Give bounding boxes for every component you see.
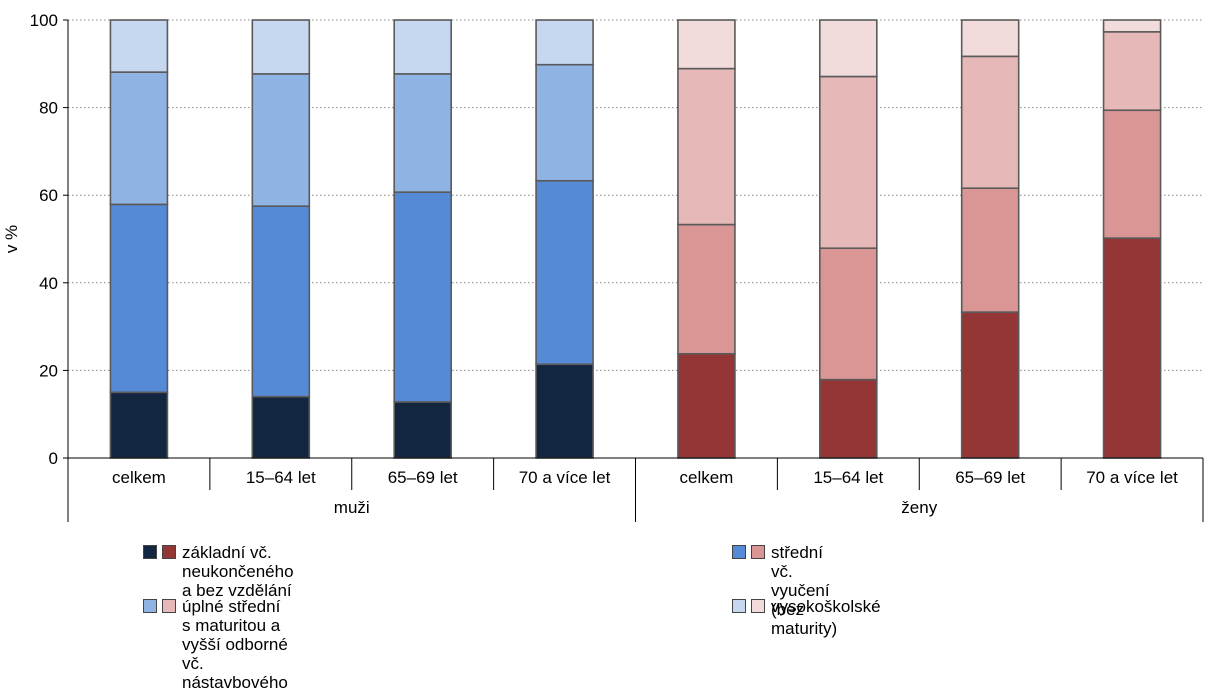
bar-segment [1102, 31, 1162, 112]
bar-segment [960, 19, 1020, 58]
bar-segment [819, 378, 878, 459]
bar-segment [960, 311, 1020, 459]
bar-segment [677, 352, 736, 459]
bar-segment [1102, 237, 1162, 459]
group-label: muži [334, 498, 370, 517]
bar-segment [251, 73, 311, 207]
bar-segment [535, 19, 594, 66]
legend-label: vysokoškolské [771, 597, 881, 616]
bar-segment [819, 75, 878, 249]
axes: 0 20 40 60 80 100 celkem 15–64 let 65–69 let 70 a… [30, 11, 1204, 522]
x-tick-label: 15–64 let [246, 468, 316, 487]
bar-segment [251, 205, 311, 398]
bar-segment [109, 19, 169, 73]
bar-segment [535, 179, 594, 366]
legend-item: střední vč. vyučení (bez maturity) [732, 543, 837, 638]
bar-segment [677, 19, 736, 70]
legend-swatch [732, 599, 746, 613]
stacked-bar-chart: 0 20 40 60 80 100 celkem 15–64 let 65–69 let 70 a… [2, 11, 1204, 522]
legend-swatch [162, 599, 176, 613]
legend-swatch [732, 545, 746, 559]
bar-segment [535, 363, 594, 459]
x-tick-label: 70 a více let [1086, 468, 1178, 487]
x-tick-label: 65–69 let [388, 468, 458, 487]
y-tick-label: 0 [49, 449, 58, 468]
bar-segment [819, 19, 878, 78]
legend-label: základní vč. neukončeného a bez vzdělání [182, 543, 294, 600]
bar-segment [677, 223, 736, 355]
y-tick-label: 60 [39, 186, 58, 205]
legend-label: úplné střední s maturitou a vyšší odborn… [182, 597, 288, 692]
y-tick-label: 20 [39, 361, 58, 380]
bar-segment [109, 203, 169, 394]
bar-segment [393, 191, 452, 403]
legend-label: střední vč. vyučení (bez maturity) [771, 543, 838, 638]
bar-segment [677, 67, 736, 226]
bar-segment [1102, 109, 1162, 239]
legend-swatch [143, 545, 157, 559]
legend-swatch [751, 599, 765, 613]
y-axis-label: v % [2, 225, 21, 253]
y-tick-label: 80 [39, 99, 58, 118]
bar-segment [109, 391, 169, 459]
x-tick-label: celkem [680, 468, 734, 487]
bar-segment [393, 19, 452, 75]
legend-swatch [143, 599, 157, 613]
bar-segment [960, 55, 1020, 189]
bar-series [109, 19, 1162, 459]
x-tick-label: celkem [112, 468, 166, 487]
bar-segment [819, 247, 878, 381]
bar-segment [1102, 19, 1162, 33]
x-tick-label: 70 a více let [519, 468, 611, 487]
legend-item: vysokoškolské [732, 597, 881, 616]
x-tick-label: 15–64 let [813, 468, 883, 487]
bar-segment [535, 63, 594, 182]
y-tick-label: 40 [39, 274, 58, 293]
group-label: ženy [901, 498, 937, 517]
bar-segment [251, 19, 311, 75]
legend-item: úplné střední s maturitou a vyšší odborn… [143, 597, 288, 692]
y-tick-label: 100 [30, 11, 58, 30]
gridlines [68, 19, 1203, 371]
bar-segment [251, 395, 311, 459]
legend-item: základní vč. neukončeného a bez vzdělání [143, 543, 294, 600]
legend-swatch [162, 545, 176, 559]
bar-segment [393, 73, 452, 193]
bar-segment [960, 187, 1020, 313]
legend-swatch [751, 545, 765, 559]
x-tick-label: 65–69 let [955, 468, 1025, 487]
bar-segment [393, 401, 452, 459]
bar-segment [109, 71, 169, 206]
